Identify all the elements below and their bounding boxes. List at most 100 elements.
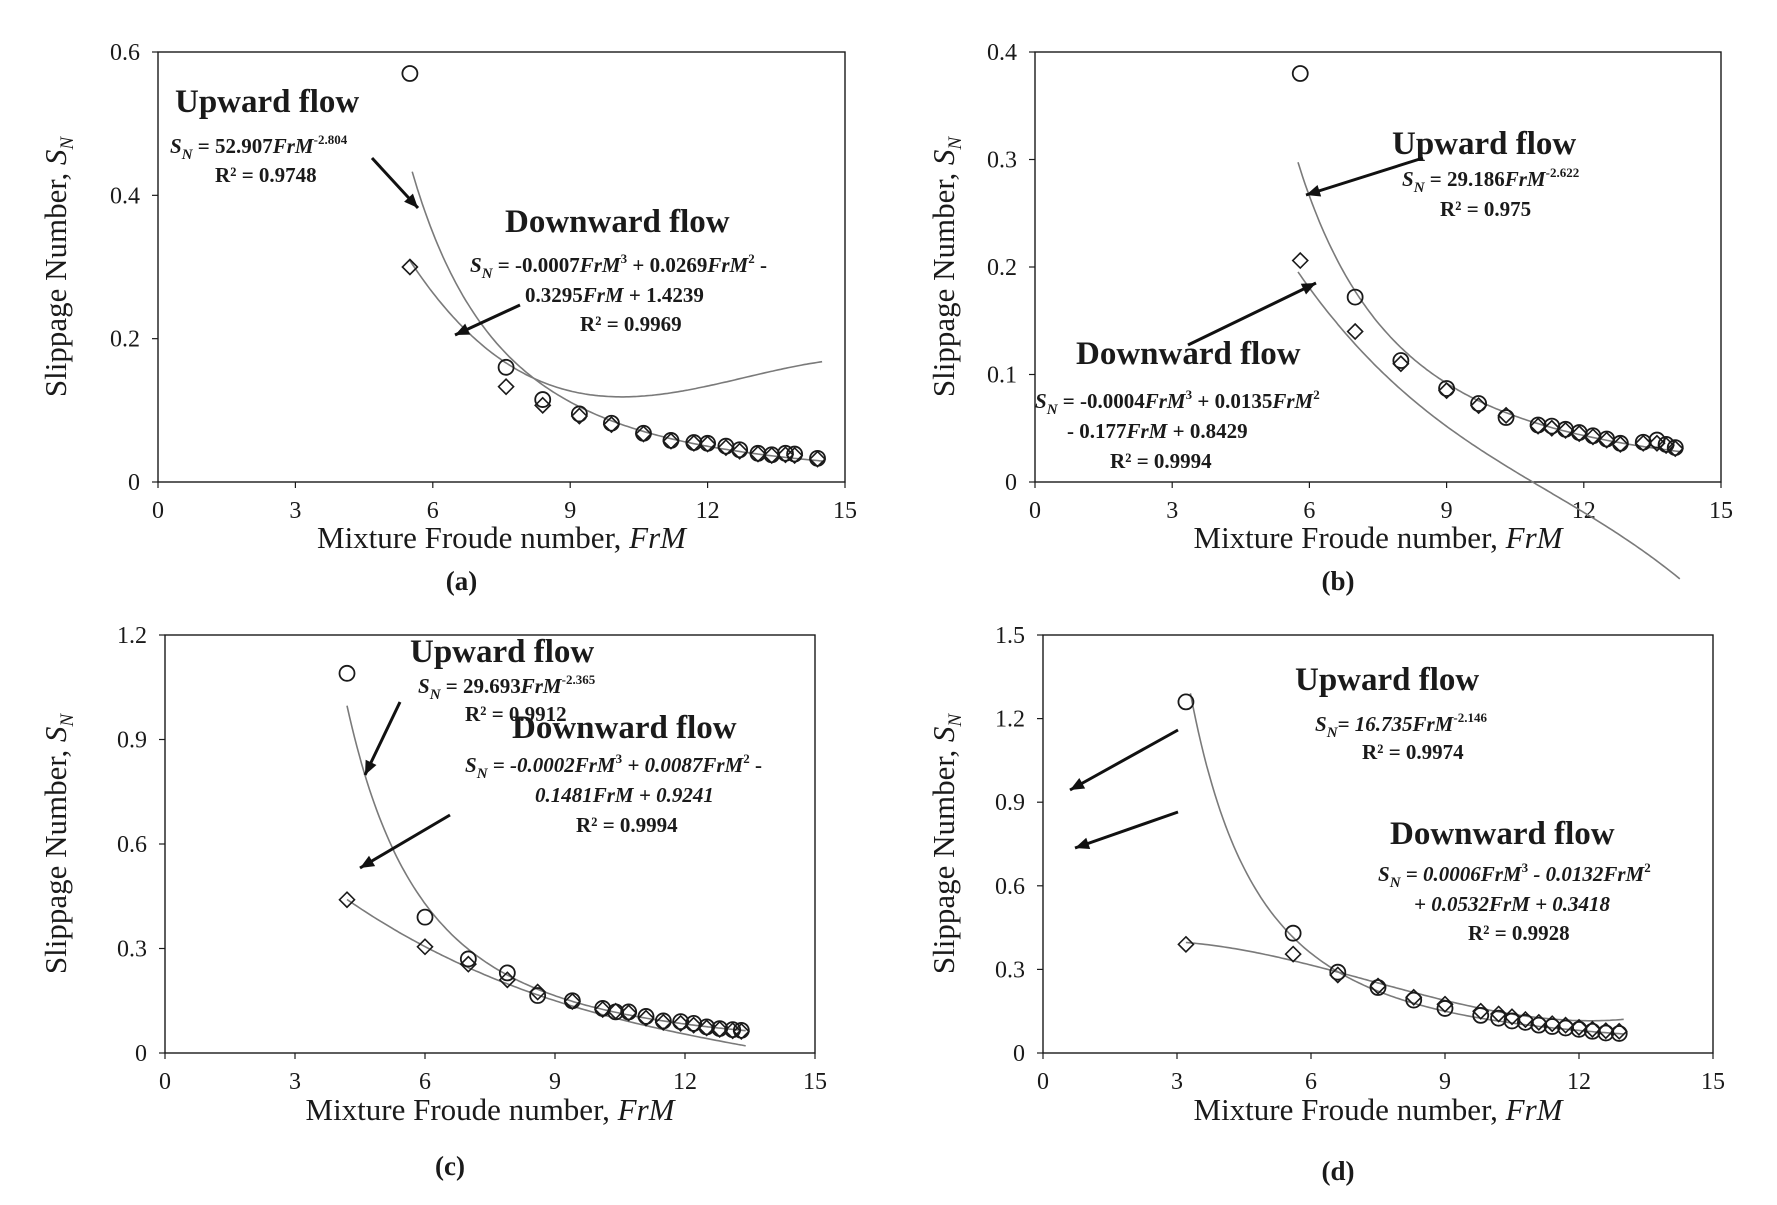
- downward-fit-curve: [1297, 271, 1681, 580]
- downward-data-point: [594, 1000, 612, 1019]
- y-axis-title: Slippage Number, SN: [926, 136, 966, 398]
- downward-data-point: [808, 450, 827, 468]
- y-tick-label: 0: [128, 470, 140, 496]
- upward-data-point: [1392, 352, 1410, 369]
- y-axis-title: Slippage Number, SN: [926, 713, 966, 975]
- upward-data-point: [1490, 1009, 1507, 1027]
- panel-label: (b): [1322, 566, 1355, 596]
- y-tick-label: 0.9: [995, 790, 1025, 816]
- downward-data-point: [607, 1002, 625, 1020]
- upward-fit-equation: SN = 52.907FrM-2.804: [170, 132, 348, 163]
- upward-data-point: [654, 1012, 672, 1030]
- upward-data-point: [1610, 1025, 1628, 1042]
- downward-arrow: [1187, 281, 1317, 347]
- downward-fit-equation: SN = 0.0006FrM3 - 0.0132FrM2: [1378, 860, 1651, 891]
- upward-data-point: [685, 1014, 703, 1032]
- downward-data-point: [416, 938, 434, 956]
- upward-data-point: [498, 964, 516, 982]
- upward-r-squared: R² = 0.9748: [215, 163, 317, 187]
- x-tick-label: 9: [1439, 1069, 1451, 1095]
- upward-data-point: [497, 358, 515, 376]
- downward-data-point: [654, 1013, 672, 1031]
- x-tick-label: 15: [803, 1069, 827, 1095]
- downward-data-point: [1436, 995, 1454, 1013]
- downward-data-point: [1543, 419, 1561, 437]
- downward-arrow-head: [1300, 283, 1316, 295]
- upward-data-point: [1329, 963, 1347, 981]
- y-axis-title: Slippage Number, SN: [38, 713, 78, 975]
- upward-data-point: [1470, 395, 1488, 412]
- y-tick-label: 1.2: [995, 707, 1025, 733]
- downward-data-point: [1329, 966, 1347, 984]
- downward-data-point: [620, 1004, 638, 1022]
- upward-data-point: [570, 405, 588, 423]
- upward-fit-equation: SN= 16.735FrM-2.146: [1315, 710, 1487, 741]
- downward-arrow: [359, 813, 451, 870]
- upward-data-point: [459, 950, 477, 968]
- upward-data-point: [1177, 693, 1195, 711]
- upward-data-point: [416, 908, 434, 926]
- downward-data-point: [685, 1016, 703, 1034]
- downward-data-point: [1666, 440, 1684, 458]
- x-tick-label: 0: [152, 498, 164, 524]
- x-tick-label: 3: [1171, 1069, 1183, 1095]
- chart-panel-b: 0 3 6 9 12 15 0 0.1 0.2 0.3 0.4 Mixture Froude numb…: [926, 40, 1733, 596]
- downward-r-squared: R² = 0.9928: [1468, 921, 1570, 945]
- downward-data-point: [1611, 435, 1630, 454]
- downward-arrow-head: [1075, 837, 1091, 850]
- x-axis-title: Mixture Froude number, FrM: [1194, 520, 1565, 555]
- downward-data-point: [1570, 424, 1588, 443]
- upward-data-point: [1369, 979, 1387, 996]
- downward-data-point: [459, 955, 477, 973]
- downward-data-point: [1610, 1022, 1628, 1040]
- upward-data-point: [603, 414, 620, 432]
- y-tick-label: 1.2: [117, 623, 147, 649]
- upward-data-point: [534, 391, 552, 408]
- x-tick-label: 12: [696, 498, 720, 524]
- downward-data-point: [1437, 381, 1456, 400]
- x-tick-label: 0: [1037, 1069, 1049, 1095]
- plot-frame: [157, 51, 846, 483]
- downward-data-point: [1291, 251, 1309, 270]
- y-tick-label: 0: [1013, 1041, 1025, 1067]
- downward-fit-equation: SN = -0.0007FrM3 + 0.0269FrM2 -: [470, 251, 767, 282]
- upward-data-point: [1497, 409, 1515, 426]
- downward-data-point: [1648, 434, 1666, 452]
- downward-data-point: [1634, 434, 1652, 452]
- upward-arrow-head: [365, 759, 377, 775]
- upward-data-point: [1472, 1006, 1490, 1024]
- downward-data-point: [1284, 945, 1302, 963]
- downward-data-point: [1489, 1005, 1508, 1023]
- y-tick-label: 0.4: [110, 183, 140, 209]
- upward-r-squared: R² = 0.9912: [465, 702, 567, 726]
- upward-flow-label: Upward flow: [410, 634, 594, 670]
- downward-data-point: [672, 1014, 690, 1033]
- y-tick-label: 0.6: [117, 832, 147, 858]
- downward-flow-label: Downward flow: [1076, 336, 1301, 372]
- x-tick-label: 15: [1701, 1069, 1725, 1095]
- downward-fit-equation: SN = -0.0004FrM3 + 0.0135FrM2: [1035, 387, 1320, 418]
- x-tick-label: 3: [289, 498, 301, 524]
- upward-arrow-head: [404, 193, 418, 208]
- y-tick-label: 0.6: [110, 40, 140, 66]
- upward-data-point: [672, 1013, 690, 1031]
- downward-data-point: [662, 432, 680, 450]
- x-tick-label: 12: [673, 1069, 697, 1095]
- upward-data-point: [529, 987, 547, 1004]
- y-tick-label: 0.1: [987, 363, 1017, 389]
- upward-data-point: [401, 65, 419, 82]
- downward-data-point: [401, 258, 419, 276]
- x-tick-label: 12: [1572, 498, 1596, 524]
- downward-data-point: [1529, 417, 1547, 435]
- downward-data-point: [498, 971, 516, 989]
- downward-fit-equation-line2: 0.1481FrM + 0.9241: [535, 783, 714, 807]
- downward-data-point: [1556, 421, 1575, 440]
- y-tick-label: 0.2: [987, 255, 1017, 281]
- downward-data-point: [529, 983, 547, 1001]
- downward-data-point: [338, 891, 356, 909]
- x-tick-label: 0: [1029, 498, 1041, 524]
- y-tick-label: 0.9: [117, 728, 147, 754]
- upward-fit-equation: SN = 29.693FrM-2.365: [418, 672, 596, 703]
- y-tick-label: 1.5: [995, 623, 1025, 649]
- chart-panel-d: 0 3 6 9 12 15 0 0.3 0.6 0.9 1.2 1.5 Mixture Froude n…: [926, 623, 1725, 1186]
